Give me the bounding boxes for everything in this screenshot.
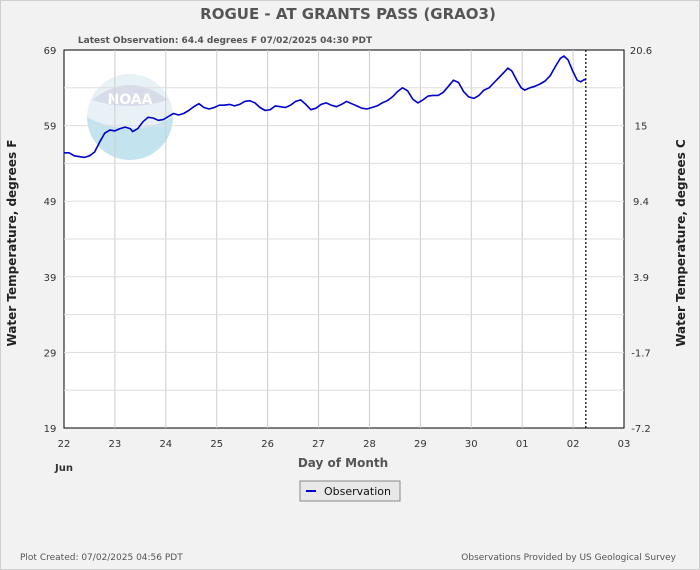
- x-tick-label: 03: [618, 439, 631, 450]
- chart-title: ROGUE - AT GRANTS PASS (GRAO3): [200, 5, 496, 23]
- x-month-label: Jun: [54, 463, 73, 474]
- x-tick-label: 01: [516, 439, 529, 450]
- x-tick-label: 02: [567, 439, 580, 450]
- x-tick-label: 30: [465, 439, 478, 450]
- y-axis-label-left: Water Temperature, degrees F: [5, 140, 19, 347]
- legend: Observation: [299, 480, 401, 502]
- x-tick-label: 25: [210, 439, 223, 450]
- y-tick-label-left: 49: [44, 197, 57, 208]
- x-tick-label: 29: [414, 439, 427, 450]
- x-tick-label: 28: [363, 439, 376, 450]
- grid: [64, 50, 624, 428]
- latest-observation: Latest Observation: 64.4 degrees F 07/02…: [78, 36, 373, 46]
- y-tick-label-right: 9.4: [633, 197, 649, 208]
- y-tick-label-right: 20.6: [630, 46, 652, 57]
- y-tick-label-right: 15: [635, 122, 648, 133]
- series-line-observation: [64, 55, 587, 159]
- x-tick-label: 23: [109, 439, 122, 450]
- y-tick-label-right: -1.7: [631, 348, 651, 359]
- x-tick-label: 22: [58, 439, 71, 450]
- y-tick-label-left: 69: [44, 46, 57, 57]
- y-axis-label-right: Water Temperature, degrees C: [674, 139, 688, 347]
- x-tick-label: 26: [261, 439, 274, 450]
- x-tick-label: 24: [159, 439, 172, 450]
- y-tick-label-left: 59: [44, 122, 57, 133]
- provider-text: Observations Provided by US Geological S…: [461, 553, 676, 563]
- plot-created-text: Plot Created: 07/02/2025 04:56 PDT: [20, 553, 183, 563]
- y-tick-label-left: 29: [44, 348, 57, 359]
- legend-box: [299, 480, 401, 502]
- noaa-logo-text: NOAA: [108, 92, 153, 108]
- noaa-logo: NOAA: [87, 74, 173, 160]
- x-tick-label: 27: [312, 439, 325, 450]
- y-tick-label-right: -7.2: [631, 424, 651, 435]
- y-tick-label-left: 39: [44, 273, 57, 284]
- x-axis-label: Day of Month: [298, 456, 388, 470]
- tick-labels: 22 23 24 25 26 27 28 29 30 01 02 03 69 59 49 39 29 19 20.6…: [44, 46, 653, 450]
- y-tick-label-right: 3.9: [633, 273, 649, 284]
- series-layer: [64, 55, 587, 159]
- legend-label-observation: Observation: [324, 485, 391, 498]
- y-tick-label-left: 19: [44, 424, 57, 435]
